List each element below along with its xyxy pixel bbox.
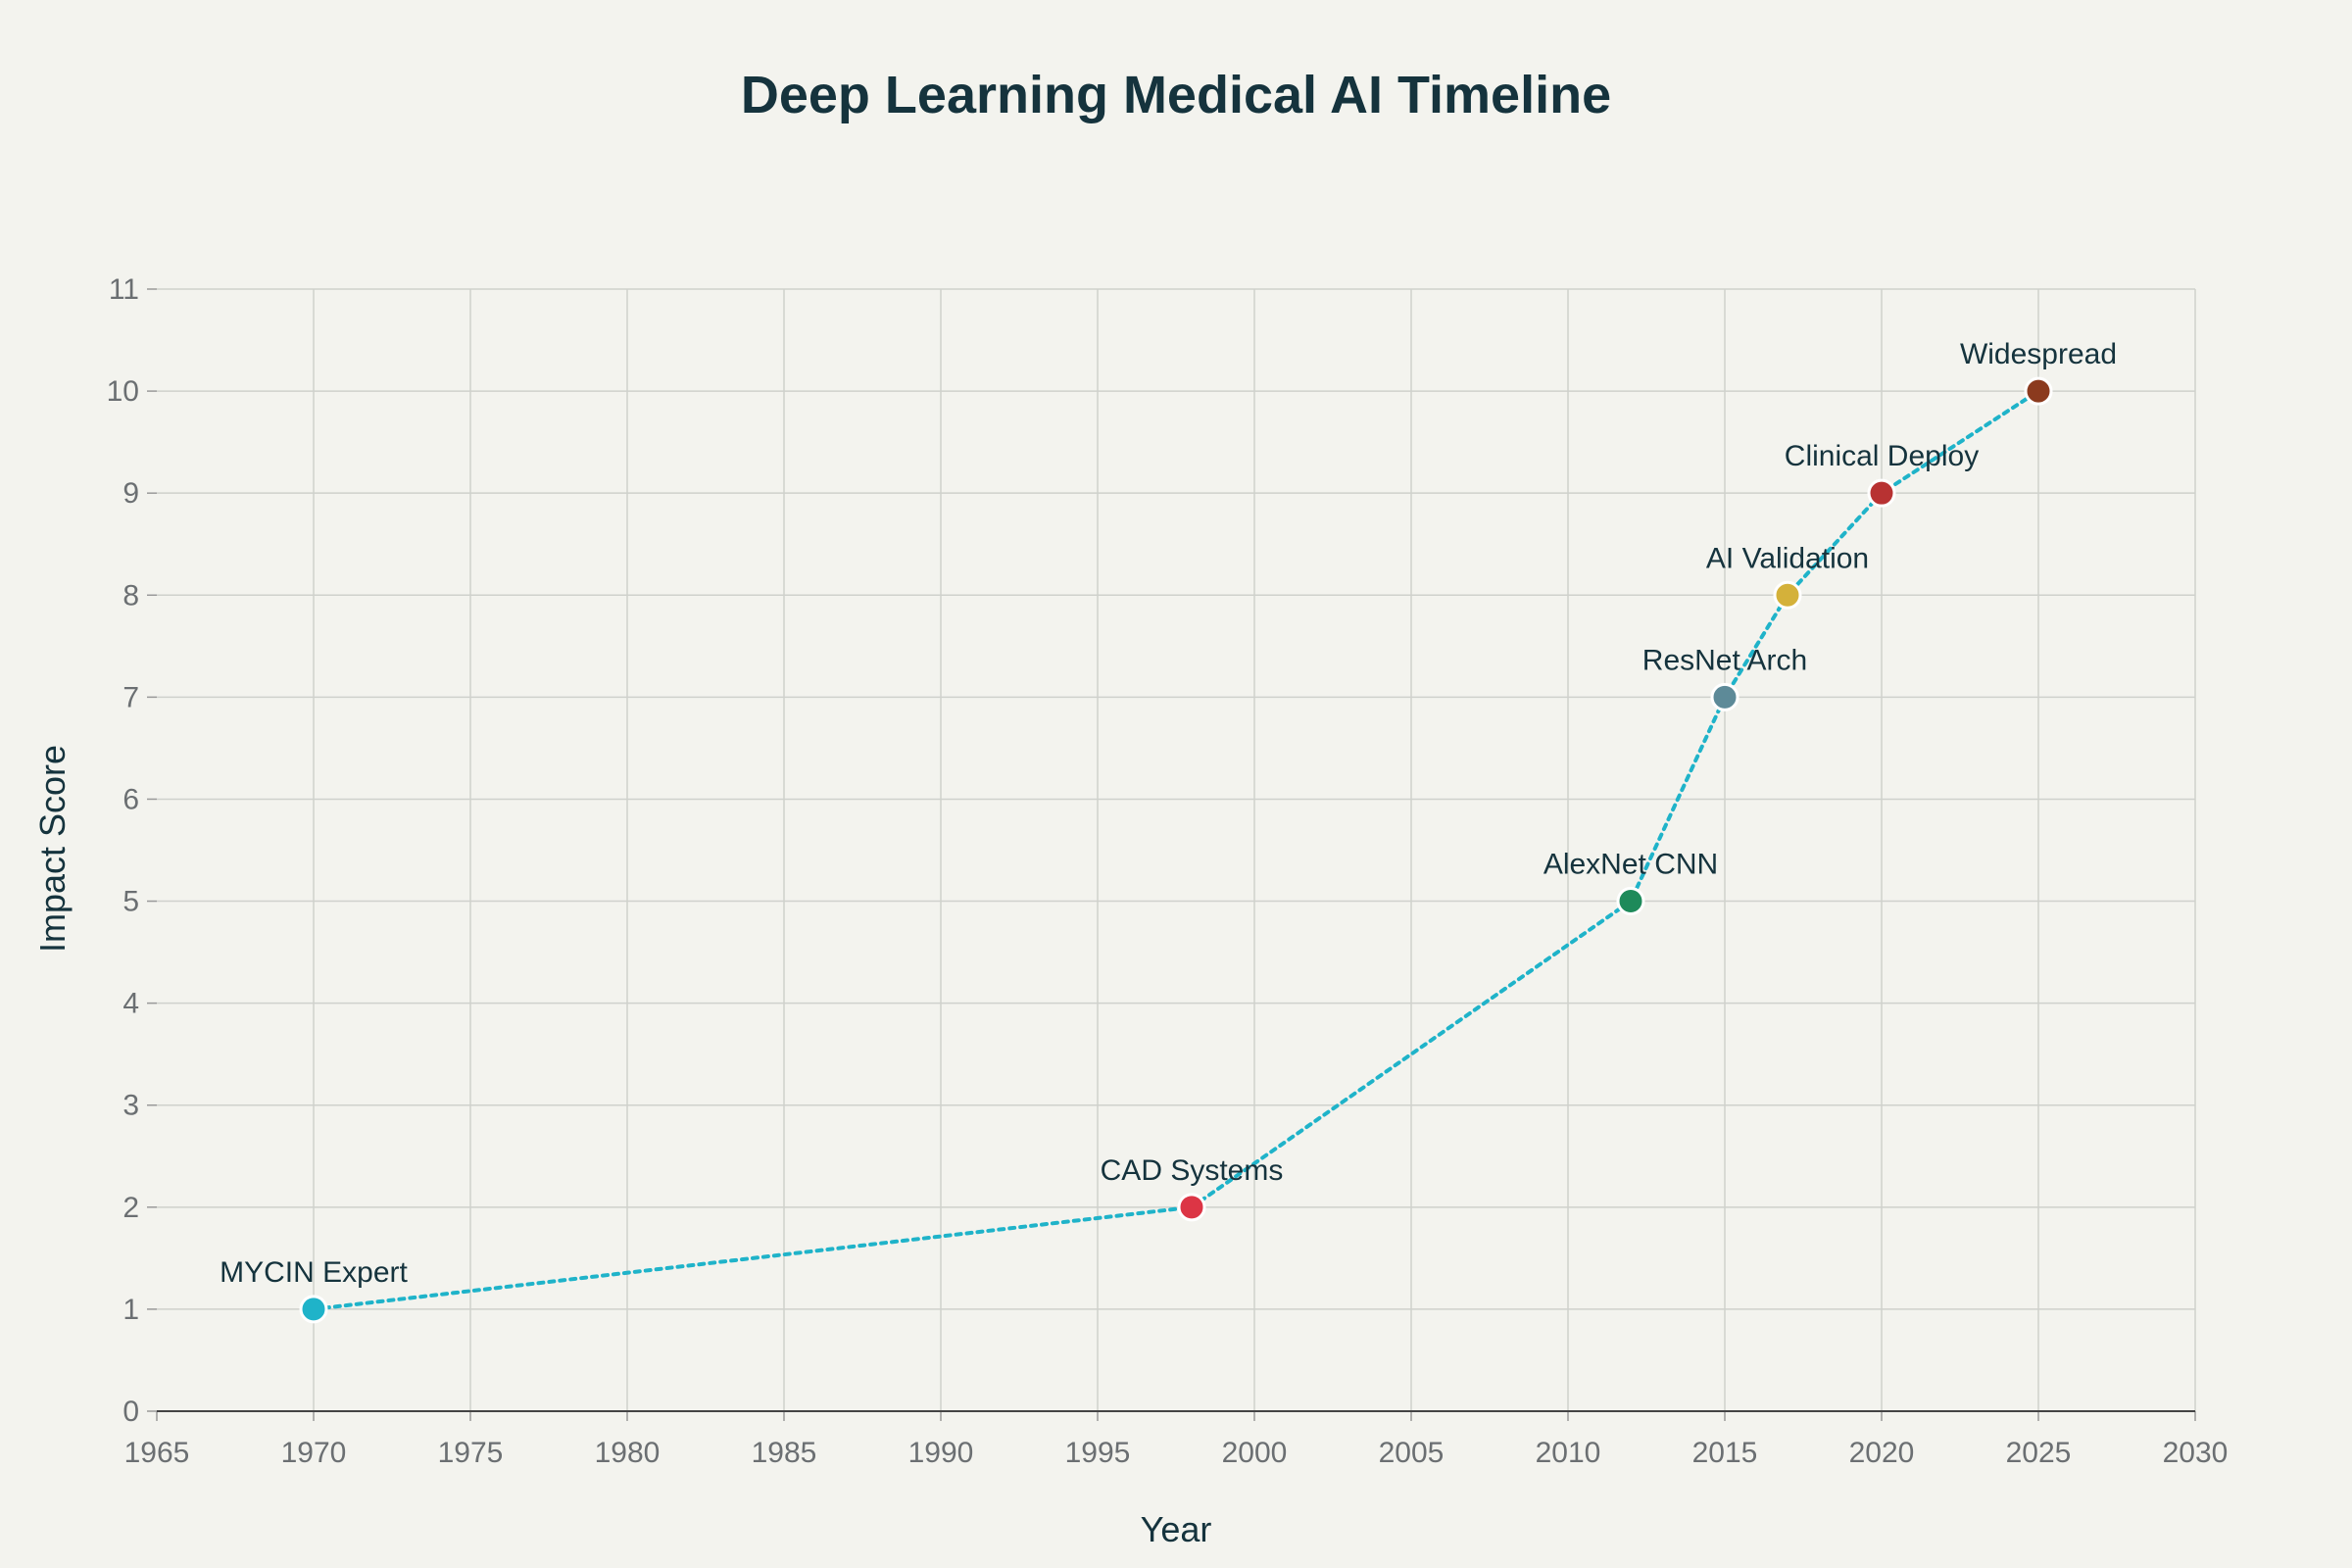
- data-labels: MYCIN Expert CAD Systems AlexNet CNN ResNet…: [220, 338, 2117, 1289]
- y-axis-title: Impact Score: [32, 745, 73, 953]
- x-tick-label: 1980: [595, 1437, 661, 1469]
- x-tick-label: 2010: [1536, 1437, 1601, 1469]
- data-label: ResNet Arch: [1642, 644, 1807, 676]
- x-tick-label: 1990: [908, 1437, 974, 1469]
- data-label: Widespread: [1960, 338, 2117, 370]
- y-tick-label: 6: [122, 783, 139, 815]
- data-point: [1710, 682, 1740, 711]
- y-tick-label: 9: [122, 477, 139, 510]
- y-tick-label: 2: [122, 1192, 139, 1224]
- data-label: MYCIN Expert: [220, 1256, 408, 1289]
- data-point: [1867, 478, 1896, 508]
- x-tick-label: 1975: [438, 1437, 504, 1469]
- data-point: [299, 1295, 328, 1324]
- y-tick-label: 1: [122, 1294, 139, 1326]
- x-tick-label: 1965: [124, 1437, 190, 1469]
- data-point: [1177, 1193, 1206, 1222]
- y-tick-label: 4: [122, 988, 139, 1020]
- y-tick-label: 7: [122, 681, 139, 713]
- x-axis-title: Year: [1141, 1509, 1212, 1549]
- x-tick-label: 1995: [1065, 1437, 1131, 1469]
- data-points: [299, 376, 2053, 1324]
- y-tick-label: 0: [122, 1396, 139, 1428]
- data-point: [1616, 887, 1645, 916]
- x-tick-label: 2025: [2006, 1437, 2072, 1469]
- x-tick-label: 2005: [1379, 1437, 1445, 1469]
- y-tick-label: 3: [122, 1090, 139, 1122]
- x-tick-label: 2000: [1222, 1437, 1288, 1469]
- y-tick-label: 10: [107, 375, 139, 408]
- data-label: Clinical Deploy: [1785, 440, 1979, 472]
- y-tick-label: 5: [122, 886, 139, 918]
- y-tick-label: 8: [122, 579, 139, 612]
- x-tick-label: 2015: [1692, 1437, 1758, 1469]
- x-tick-label: 1985: [752, 1437, 817, 1469]
- x-tick-label: 1970: [281, 1437, 347, 1469]
- chart-title: Deep Learning Medical AI Timeline: [741, 66, 1611, 124]
- x-tick-label: 2030: [2163, 1437, 2229, 1469]
- y-tick-label: 11: [109, 273, 139, 306]
- data-point: [1773, 580, 1802, 610]
- x-tick-label: 2020: [1849, 1437, 1915, 1469]
- grid: [157, 288, 2196, 1411]
- data-label: CAD Systems: [1101, 1154, 1284, 1187]
- data-label: AI Validation: [1706, 542, 1869, 574]
- axes: 1965 1970 1975 1980 1985 1990 1995 2000 2005 2010…: [107, 273, 2229, 1469]
- data-point: [2024, 376, 2053, 406]
- data-label: AlexNet CNN: [1544, 849, 1718, 881]
